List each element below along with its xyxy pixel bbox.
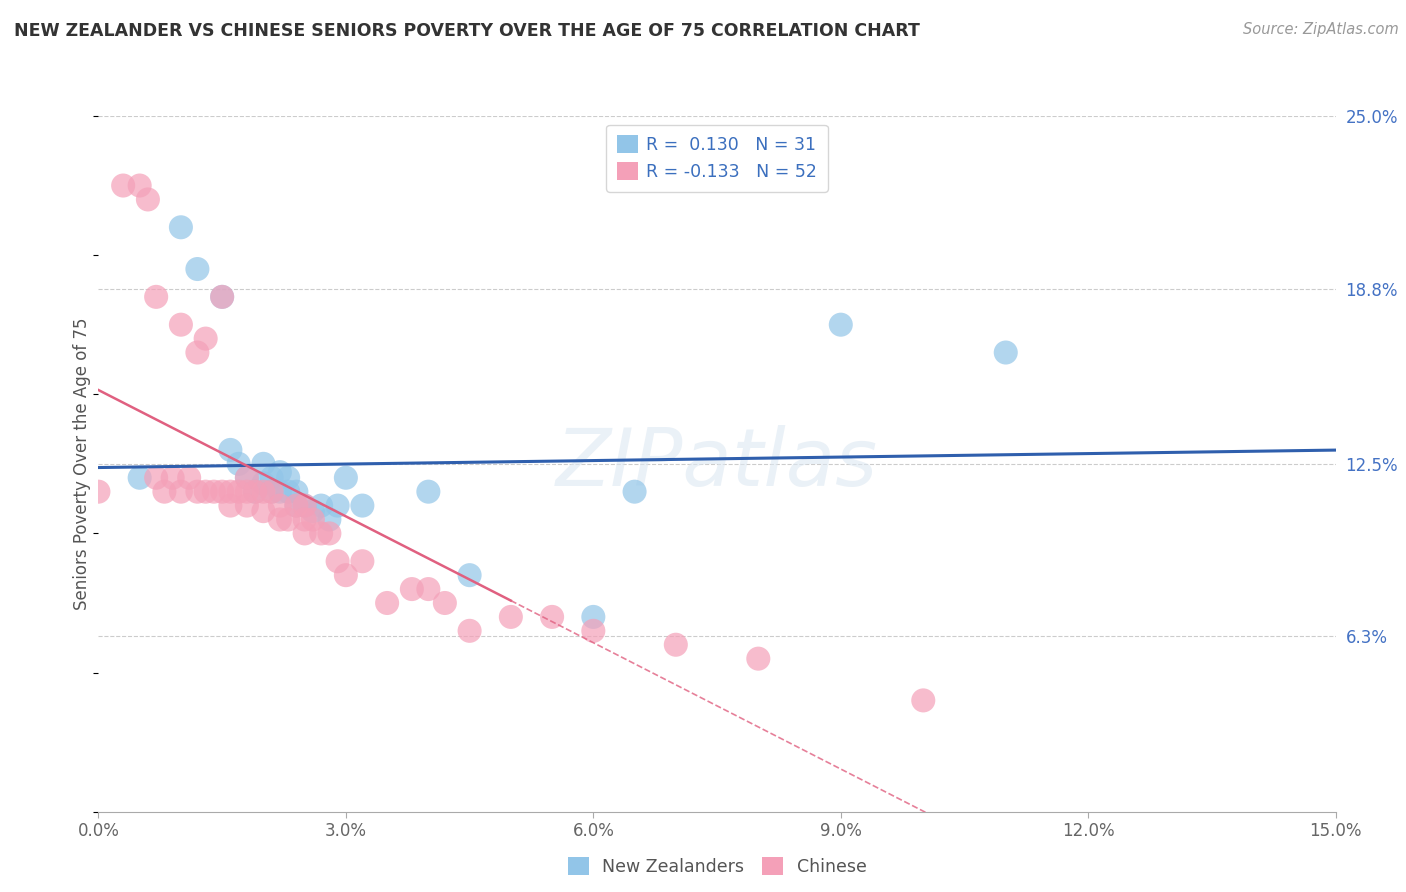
Point <box>236 471 259 485</box>
Point <box>352 554 374 568</box>
Point <box>252 484 274 499</box>
Text: Source: ZipAtlas.com: Source: ZipAtlas.com <box>1243 22 1399 37</box>
Point <box>285 499 308 513</box>
Point <box>260 471 283 485</box>
Point <box>128 471 150 485</box>
Point <box>194 332 217 346</box>
Point <box>136 193 159 207</box>
Point <box>128 178 150 193</box>
Point <box>162 471 184 485</box>
Point <box>153 484 176 499</box>
Point <box>294 499 316 513</box>
Point <box>458 624 481 638</box>
Point <box>186 345 208 359</box>
Point <box>285 484 308 499</box>
Point <box>243 484 266 499</box>
Point <box>401 582 423 596</box>
Point <box>228 457 250 471</box>
Point <box>228 484 250 499</box>
Point <box>294 526 316 541</box>
Point <box>211 290 233 304</box>
Point <box>252 476 274 491</box>
Point <box>260 484 283 499</box>
Point <box>302 512 325 526</box>
Point <box>318 512 340 526</box>
Point <box>236 499 259 513</box>
Point <box>219 442 242 457</box>
Point <box>269 484 291 499</box>
Point <box>269 499 291 513</box>
Point <box>418 484 440 499</box>
Point <box>170 220 193 235</box>
Point <box>277 512 299 526</box>
Text: ZIPatlas: ZIPatlas <box>555 425 879 503</box>
Point <box>179 471 201 485</box>
Point <box>219 499 242 513</box>
Y-axis label: Seniors Poverty Over the Age of 75: Seniors Poverty Over the Age of 75 <box>73 318 91 610</box>
Point <box>243 484 266 499</box>
Point <box>458 568 481 582</box>
Point <box>145 471 167 485</box>
Point <box>269 465 291 479</box>
Point <box>219 484 242 499</box>
Point <box>541 610 564 624</box>
Point <box>294 512 316 526</box>
Point <box>260 484 283 499</box>
Point <box>747 651 769 665</box>
Point <box>994 345 1017 359</box>
Point <box>170 318 193 332</box>
Point <box>252 457 274 471</box>
Point <box>186 262 208 277</box>
Point <box>194 484 217 499</box>
Point <box>202 484 225 499</box>
Point <box>418 582 440 596</box>
Point <box>211 484 233 499</box>
Point <box>145 290 167 304</box>
Point <box>277 471 299 485</box>
Point <box>285 499 308 513</box>
Point <box>335 568 357 582</box>
Point <box>236 471 259 485</box>
Point <box>211 290 233 304</box>
Point <box>236 484 259 499</box>
Point <box>582 610 605 624</box>
Point <box>912 693 935 707</box>
Point <box>623 484 645 499</box>
Point <box>352 499 374 513</box>
Point <box>309 526 332 541</box>
Point <box>582 624 605 638</box>
Point <box>294 499 316 513</box>
Point <box>252 504 274 518</box>
Point <box>499 610 522 624</box>
Point <box>326 499 349 513</box>
Text: NEW ZEALANDER VS CHINESE SENIORS POVERTY OVER THE AGE OF 75 CORRELATION CHART: NEW ZEALANDER VS CHINESE SENIORS POVERTY… <box>14 22 920 40</box>
Point <box>335 471 357 485</box>
Point <box>433 596 456 610</box>
Point <box>277 484 299 499</box>
Point <box>170 484 193 499</box>
Point <box>326 554 349 568</box>
Point <box>269 512 291 526</box>
Point <box>186 484 208 499</box>
Point <box>830 318 852 332</box>
Point <box>318 526 340 541</box>
Point <box>302 504 325 518</box>
Point <box>665 638 688 652</box>
Point <box>112 178 135 193</box>
Point <box>87 484 110 499</box>
Legend: New Zealanders, Chinese: New Zealanders, Chinese <box>561 850 873 883</box>
Point <box>309 499 332 513</box>
Point <box>375 596 398 610</box>
